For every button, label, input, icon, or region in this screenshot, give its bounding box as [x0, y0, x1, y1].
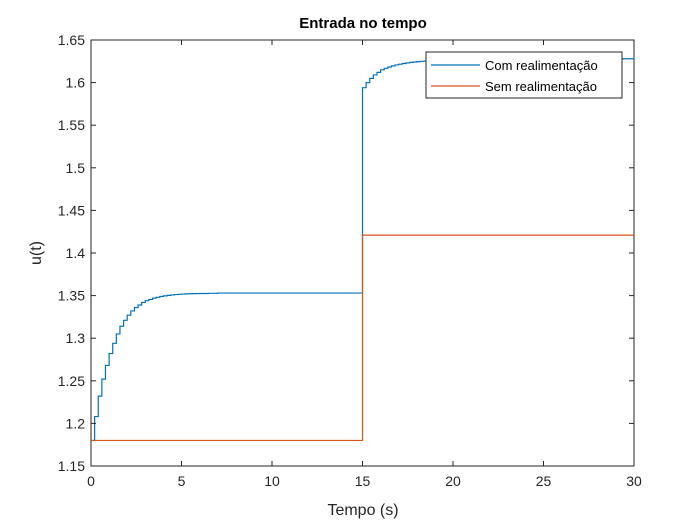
series-line-sem-realimentacao — [91, 234, 634, 442]
legend-box — [425, 51, 623, 99]
y-tick-label: 1.3 — [66, 330, 86, 346]
x-tick-label: 10 — [264, 473, 280, 489]
x-tick-label: 25 — [536, 473, 552, 489]
y-axis-label: u(t) — [28, 241, 45, 265]
y-tick-label: 1.35 — [58, 288, 85, 304]
x-tick-label: 5 — [178, 473, 186, 489]
y-tick-label: 1.15 — [58, 458, 85, 474]
y-tick-label: 1.25 — [58, 373, 85, 389]
x-axis: 0 5 10 15 20 25 30 — [87, 40, 642, 489]
x-tick-label: 20 — [445, 473, 461, 489]
series-layer — [91, 57, 635, 442]
chart-title: Entrada no tempo — [299, 15, 427, 32]
legend-label-sem-realimentacao: Sem realimentação — [485, 79, 597, 94]
x-tick-label: 0 — [87, 473, 95, 489]
y-tick-label: 1.2 — [66, 415, 86, 431]
x-tick-label: 15 — [355, 473, 371, 489]
y-tick-label: 1.65 — [58, 32, 85, 48]
y-tick-label: 1.55 — [58, 117, 85, 133]
x-axis-label: Tempo (s) — [327, 502, 398, 519]
y-tick-label: 1.45 — [58, 202, 85, 218]
y-tick-label: 1.6 — [66, 75, 86, 91]
legend-label-com-realimentacao: Com realimentação — [485, 58, 598, 73]
y-tick-label: 1.4 — [66, 245, 86, 261]
y-tick-label: 1.5 — [66, 160, 86, 176]
y-axis: 1.15 1.2 1.25 1.3 1.35 1.4 1.45 1.5 1.55 1.6 1.65 — [58, 32, 634, 474]
legend: Com realimentação Sem realimentação — [425, 51, 623, 99]
x-tick-label: 30 — [626, 473, 642, 489]
